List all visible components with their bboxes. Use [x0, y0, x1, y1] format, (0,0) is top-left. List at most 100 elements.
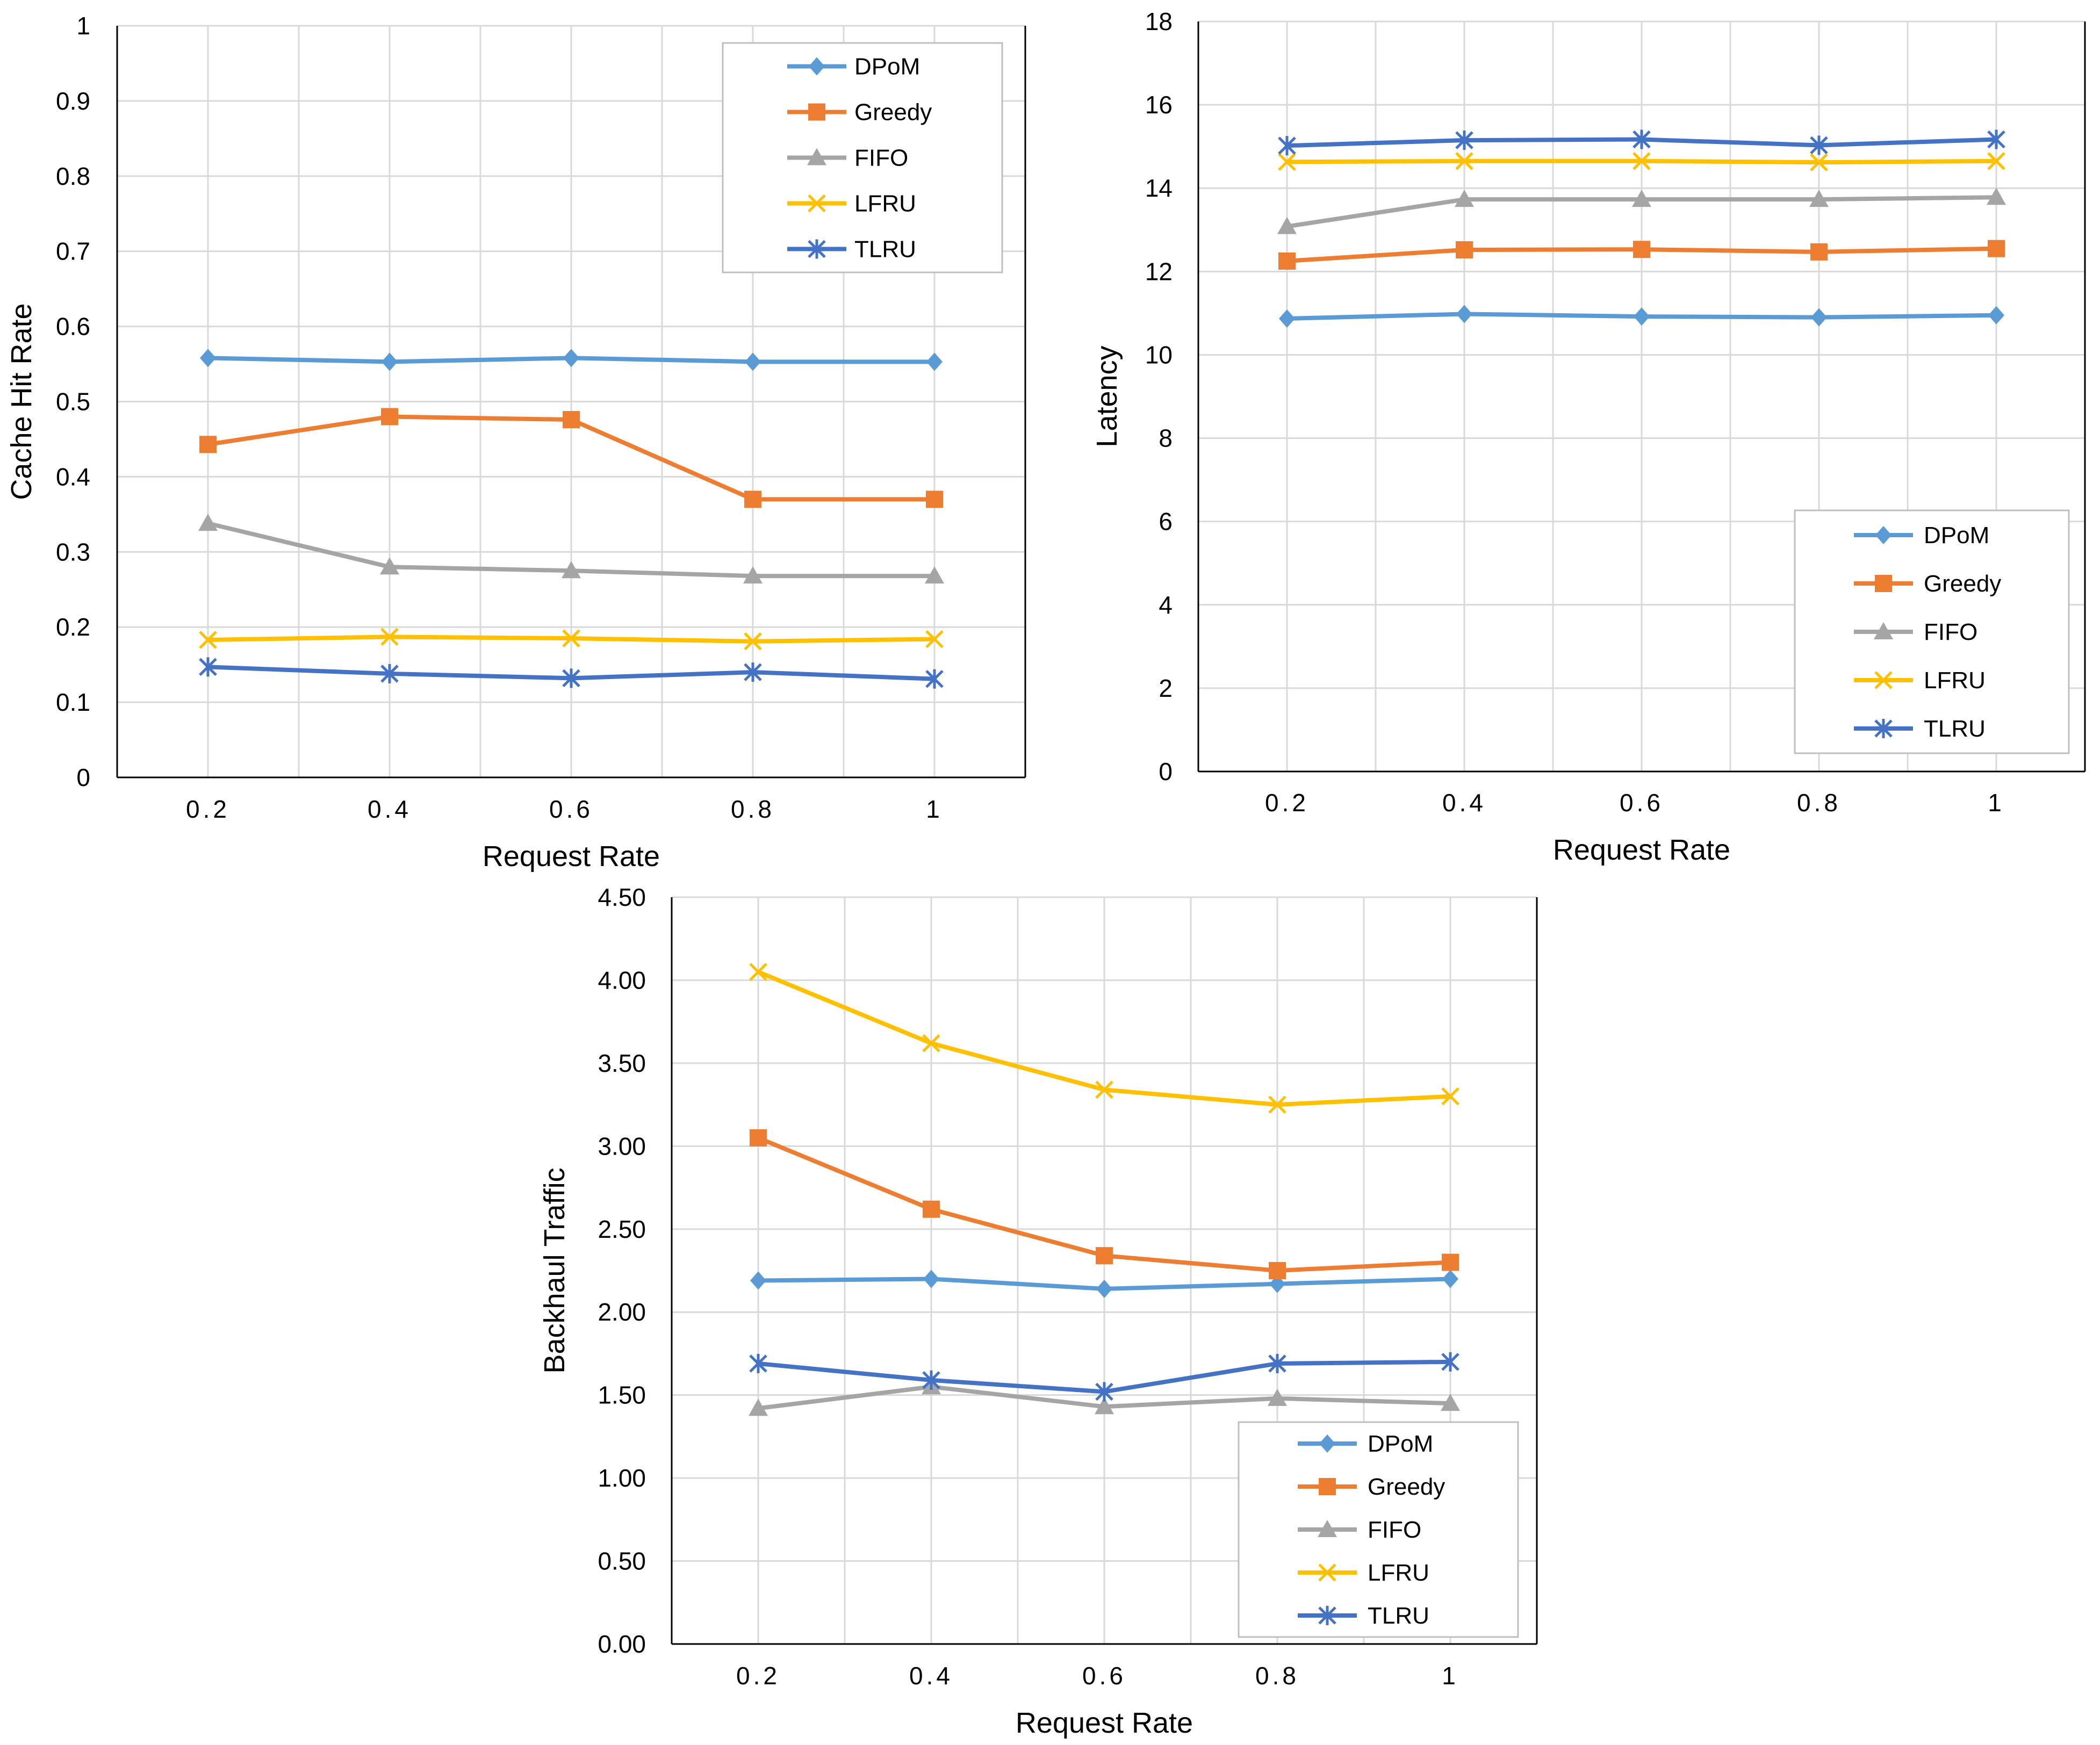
data-point-lfru [1455, 152, 1473, 170]
data-point-dpom [1442, 1270, 1458, 1288]
data-point-lfru [1095, 1080, 1113, 1099]
y-axis-title: Backhaul Traffic [538, 1167, 571, 1373]
data-point-tlru [1987, 129, 2005, 149]
data-point-fifo [562, 561, 581, 579]
x-tick-label: 0.6 [549, 795, 593, 823]
y-tick-label: 0.8 [56, 162, 90, 190]
data-point-lfru [1810, 153, 1828, 171]
y-tick-label: 4.50 [598, 883, 646, 911]
data-point-greedy [563, 411, 580, 429]
y-tick-label: 0 [76, 763, 90, 791]
x-axis-title: Request Rate [1016, 1707, 1193, 1739]
x-tick-label: 0.4 [909, 1662, 953, 1690]
legend-label-dpom: DPoM [854, 54, 920, 80]
data-point-tlru [744, 662, 762, 682]
legend-box [1238, 1421, 1519, 1638]
legend-marker-tlru [808, 239, 826, 259]
data-point-tlru [1095, 1382, 1113, 1402]
y-tick-label: 0.1 [56, 688, 90, 716]
data-point-greedy [1633, 241, 1650, 258]
x-tick-label: 0.6 [1620, 789, 1664, 817]
data-point-greedy [926, 491, 943, 508]
y-tick-label: 0.6 [56, 313, 90, 341]
legend-label-lfru: LFRU [1368, 1560, 1429, 1586]
y-tick-label: 10 [1145, 341, 1173, 369]
data-point-dpom [563, 349, 579, 367]
x-tick-label: 0.4 [368, 795, 412, 823]
data-point-dpom [200, 349, 216, 367]
x-tick-label: 1 [926, 795, 943, 823]
y-tick-label: 3.00 [598, 1132, 646, 1160]
x-tick-label: 0.8 [731, 795, 775, 823]
data-point-lfru [199, 631, 217, 649]
y-tick-label: 2 [1159, 674, 1173, 702]
data-point-tlru [922, 1370, 940, 1390]
data-point-dpom [926, 352, 943, 371]
data-point-fifo [743, 566, 763, 584]
x-axis-title: Request Rate [483, 840, 660, 872]
legend-label-tlru: TLRU [1924, 716, 1986, 742]
cache-hit-rate-chart: 0 0.1 0.2 0.3 0.4 0.5 0.6 0.7 0.8 0.9 1 0.2 0.4 0.6 0.… [5, 12, 1026, 872]
data-point-greedy [1269, 1262, 1286, 1279]
legend-label-fifo: FIFO [1368, 1517, 1421, 1543]
data-point-greedy [199, 436, 217, 453]
data-point-greedy [1278, 252, 1296, 270]
y-tick-label: 2.50 [598, 1215, 646, 1243]
data-point-greedy [750, 1129, 767, 1146]
legend-marker-tlru [1318, 1606, 1336, 1625]
y-axis-title: Latency [1091, 345, 1123, 447]
x-tick-label: 0.2 [1265, 789, 1309, 817]
y-tick-label: 16 [1145, 91, 1173, 119]
y-tick-label: 4 [1159, 591, 1173, 619]
y-tick-label: 0.50 [598, 1547, 646, 1575]
data-point-fifo [1632, 190, 1651, 207]
data-point-tlru [1441, 1352, 1459, 1372]
legend-marker-fifo [1874, 622, 1893, 639]
x-tick-label: 0.8 [1255, 1662, 1299, 1690]
data-point-dpom [1634, 307, 1650, 326]
x-tick-label: 0.8 [1797, 789, 1841, 817]
data-point-dpom [1279, 309, 1295, 328]
data-point-fifo [1268, 1388, 1287, 1406]
legend-marker-fifo [1318, 1520, 1337, 1537]
data-point-lfru [1632, 152, 1651, 170]
latency-chart: 0 2 4 6 8 10 12 14 16 18 0.2 0.4 0.6 0.8 1 Request Rate… [1091, 8, 2086, 866]
legend-marker-fifo [807, 148, 826, 165]
data-point-greedy [1988, 240, 2005, 257]
y-tick-label: 0.00 [598, 1630, 646, 1658]
data-point-tlru [1810, 135, 1828, 155]
data-point-dpom [750, 1271, 766, 1290]
legend-label-greedy: Greedy [1924, 571, 2001, 597]
y-tick-label: 0.3 [56, 538, 90, 566]
data-point-fifo [380, 557, 399, 575]
y-tick-label: 0.2 [56, 613, 90, 641]
data-point-lfru [1441, 1087, 1459, 1106]
legend-label-tlru: TLRU [854, 236, 916, 263]
y-tick-label: 8 [1159, 424, 1173, 452]
legend-marker-tlru [1874, 719, 1893, 738]
data-point-tlru [199, 657, 217, 677]
legend-box [722, 42, 1003, 273]
legend-marker-greedy [1319, 1478, 1336, 1495]
legend-label-greedy: Greedy [1368, 1474, 1445, 1500]
data-point-tlru [1632, 129, 1651, 149]
legend-label-lfru: LFRU [854, 191, 916, 217]
y-tick-label: 0.4 [56, 463, 90, 491]
data-point-dpom [1096, 1279, 1112, 1298]
data-point-tlru [749, 1353, 767, 1373]
data-point-lfru [925, 630, 944, 648]
legend-marker-lfru [1318, 1563, 1336, 1582]
data-point-lfru [1987, 152, 2005, 170]
legend-box [1794, 509, 2070, 754]
y-tick-label: 4.00 [598, 966, 646, 994]
y-tick-label: 0.9 [56, 87, 90, 115]
data-point-greedy [1442, 1253, 1459, 1271]
data-point-lfru [562, 629, 580, 647]
y-tick-label: 1.00 [598, 1464, 646, 1492]
legend-marker-greedy [808, 103, 825, 121]
data-point-dpom [1811, 308, 1827, 327]
data-point-tlru [380, 664, 399, 683]
data-point-tlru [1278, 136, 1296, 156]
data-point-lfru [749, 963, 767, 981]
